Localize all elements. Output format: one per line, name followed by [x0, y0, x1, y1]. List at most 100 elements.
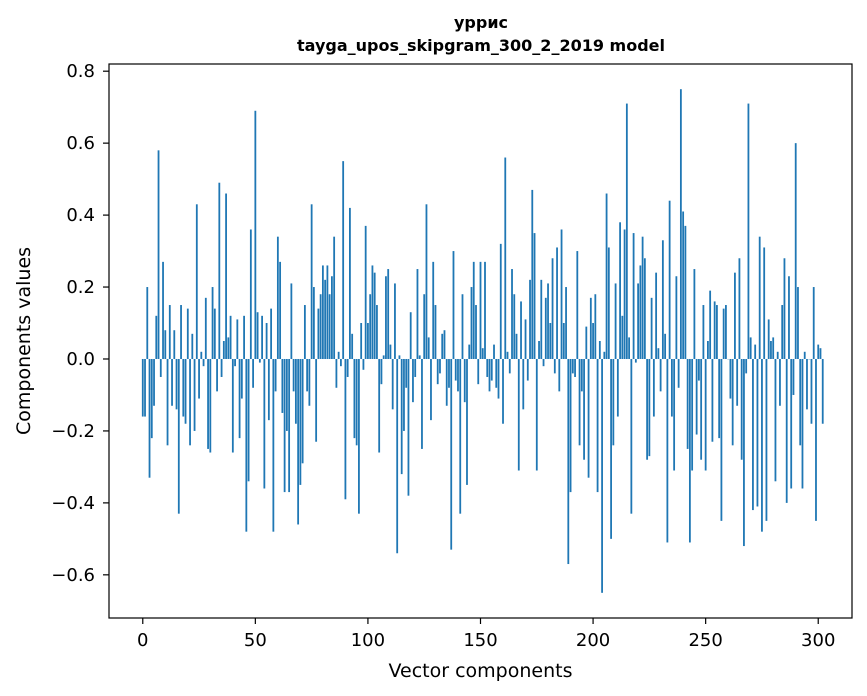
bar	[335, 358, 338, 388]
bar	[587, 358, 590, 478]
bar	[468, 344, 471, 359]
bar	[580, 358, 583, 392]
bar	[524, 319, 527, 359]
bar	[815, 358, 817, 521]
bar	[688, 358, 691, 543]
bar	[783, 258, 786, 359]
bar	[344, 358, 347, 500]
bar	[695, 358, 698, 435]
bar	[238, 358, 241, 439]
bar	[758, 236, 761, 359]
bar	[558, 358, 561, 392]
bar	[231, 358, 234, 453]
bar	[301, 358, 304, 464]
bar	[589, 297, 592, 359]
bar	[623, 229, 626, 359]
bar	[358, 358, 360, 514]
bar	[743, 358, 745, 547]
bar	[432, 261, 435, 359]
bar	[267, 358, 270, 421]
bar	[164, 330, 167, 359]
bar	[607, 247, 610, 359]
bar	[490, 358, 493, 381]
bar	[486, 358, 489, 377]
bar	[776, 351, 779, 359]
bar	[326, 265, 329, 359]
bar	[749, 337, 752, 359]
bar	[625, 103, 628, 359]
bar	[488, 358, 491, 392]
bar	[466, 358, 468, 485]
bar	[193, 358, 196, 431]
bar	[560, 229, 563, 359]
bar	[621, 315, 624, 359]
bar	[463, 358, 466, 403]
bar	[646, 358, 649, 460]
bar	[328, 294, 331, 359]
bar	[772, 337, 775, 359]
bar	[450, 358, 453, 550]
bar	[803, 351, 806, 359]
bar	[801, 358, 804, 489]
bar	[157, 150, 160, 359]
bar	[484, 261, 486, 359]
bar	[774, 358, 777, 482]
bar	[211, 287, 214, 359]
bar	[319, 294, 322, 359]
bar	[389, 344, 392, 359]
bar	[666, 358, 669, 543]
bar	[457, 358, 459, 392]
bar	[738, 258, 741, 359]
bar	[556, 247, 558, 359]
bar	[204, 297, 207, 359]
bar	[670, 358, 673, 417]
bar	[603, 351, 606, 359]
bar	[407, 358, 410, 496]
bar	[819, 348, 822, 359]
bar	[785, 358, 788, 503]
bar	[610, 358, 612, 539]
bar	[513, 294, 516, 359]
bar	[279, 261, 282, 359]
bar	[385, 276, 387, 359]
bar	[677, 358, 680, 388]
bar	[441, 333, 444, 359]
bar	[324, 279, 327, 359]
bar	[227, 337, 230, 359]
bar	[619, 222, 621, 359]
bar	[337, 351, 340, 359]
bar	[184, 358, 187, 424]
bar	[303, 305, 306, 359]
x-tick-label: 50	[244, 630, 267, 651]
x-tick-label: 300	[801, 630, 835, 651]
bar	[171, 358, 173, 406]
bar	[693, 269, 696, 359]
bar	[434, 305, 437, 359]
bar	[355, 358, 358, 446]
bar	[299, 358, 302, 485]
bar	[443, 330, 446, 359]
bar	[734, 272, 736, 359]
bar	[686, 358, 689, 449]
bar	[612, 358, 615, 446]
bar	[200, 351, 203, 359]
bars-group	[141, 89, 824, 593]
x-tick-label: 200	[576, 630, 610, 651]
bar	[594, 294, 597, 359]
bar	[418, 355, 421, 359]
bar	[191, 333, 194, 359]
bar	[243, 315, 245, 359]
bar	[515, 333, 518, 359]
bar	[707, 341, 709, 359]
bar	[535, 358, 538, 471]
bar	[641, 236, 644, 359]
bar	[285, 358, 288, 431]
bar	[736, 358, 739, 406]
bar	[254, 110, 257, 359]
bar	[794, 143, 797, 359]
bar	[745, 358, 748, 374]
bar	[711, 358, 714, 442]
bar	[596, 358, 599, 493]
bar	[263, 358, 266, 489]
